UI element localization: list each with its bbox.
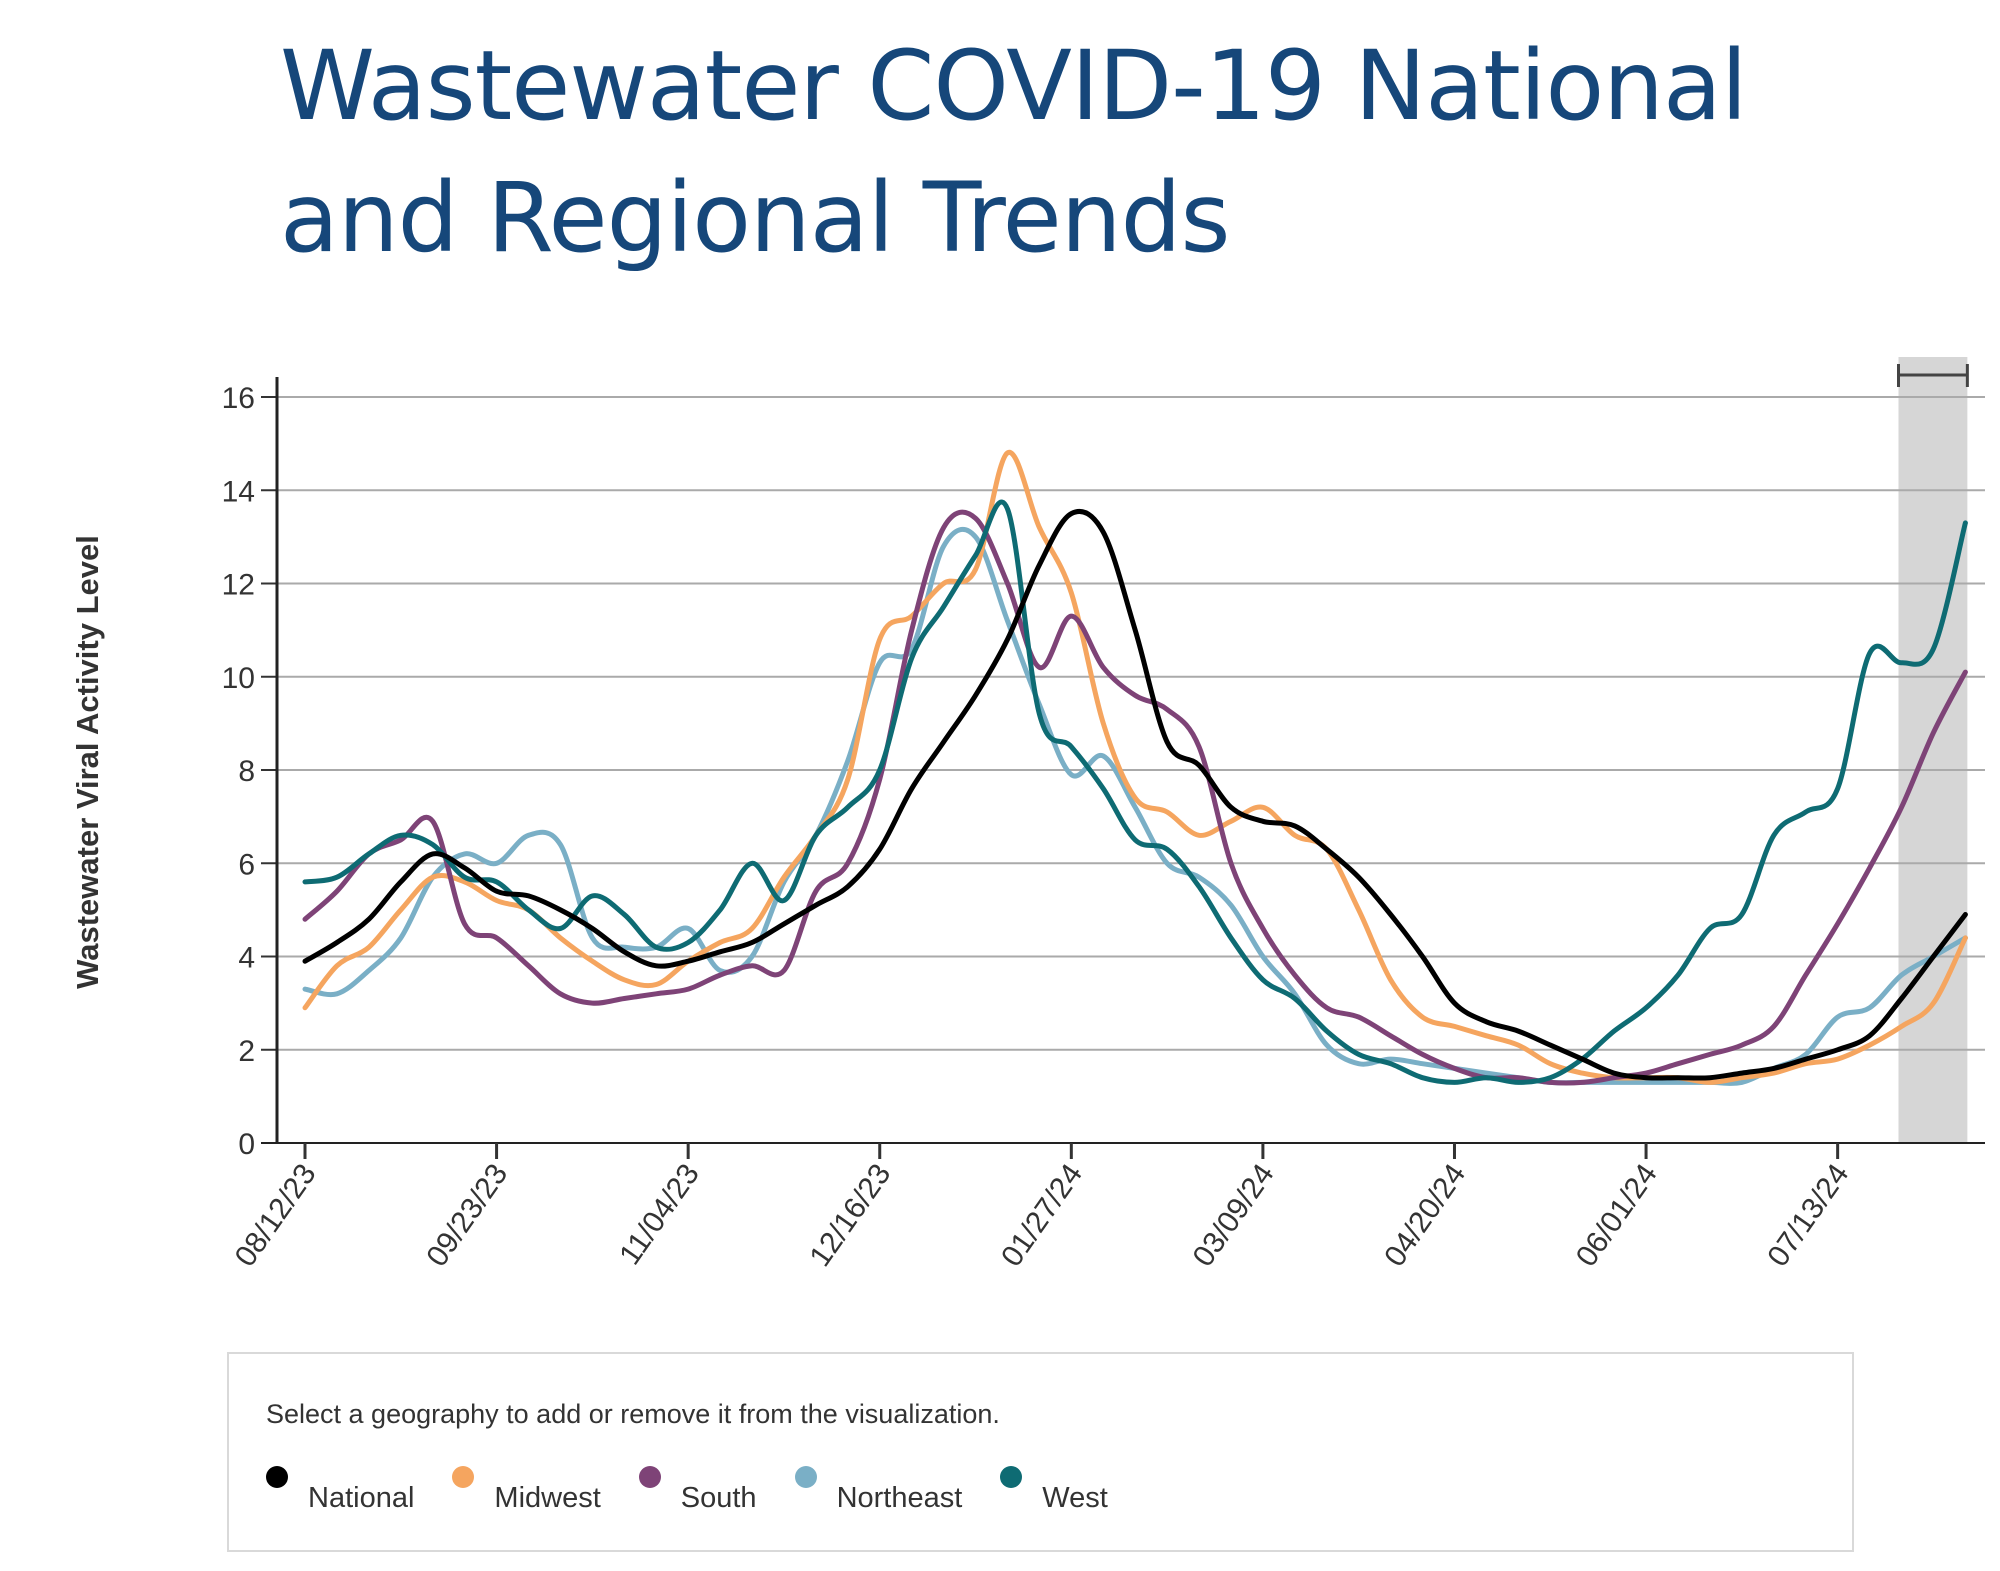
gridlines [277,396,1985,1051]
legend-item-midwest[interactable]: Midwest [452,1464,601,1515]
x-tick-label: 09/23/23 [420,1158,514,1273]
y-tick-label: 8 [238,755,255,788]
y-tick-label: 2 [238,1035,255,1068]
legend-dot-icon [452,1466,475,1488]
y-tick-label: 16 [222,382,255,415]
y-tick-label: 14 [222,475,255,508]
provisional-bracket-icon [1897,364,1969,387]
series-line-northeast [302,526,1968,1086]
legend-label: National [308,1482,415,1514]
series-line-national [302,508,1968,1081]
legend-panel: Select a geography to add or remove it f… [227,1352,1854,1552]
line-chart: 0 2 4 6 8 10 12 14 16 08/12/23 09/23/23 11/04/23 12/… [70,357,1985,1273]
y-tick-label: 6 [238,848,255,881]
legend-hint: Select a geography to add or remove it f… [266,1399,1000,1429]
legend-label: Midwest [494,1482,601,1514]
x-tick-label: 04/20/24 [1378,1158,1472,1273]
series-line-south [302,509,1968,1086]
y-tick-label: 4 [238,942,255,975]
legend-dot-icon [638,1466,661,1488]
series-lines [302,450,1968,1086]
x-tick-label: 12/16/23 [803,1158,897,1273]
legend-items: National Midwest South Northeast West [266,1464,1146,1515]
y-tick-label: 0 [238,1128,255,1161]
x-tick-label: 06/01/24 [1570,1158,1664,1273]
provisional-band-layer [1897,357,1969,1143]
legend-dot-icon [266,1466,288,1488]
legend-item-northeast[interactable]: Northeast [794,1464,963,1515]
legend-label: Northeast [836,1482,963,1514]
x-tick-label: 08/12/23 [229,1158,323,1273]
page-title: Wastewater COVID-19 National and Regiona… [280,30,1748,274]
legend-item-national[interactable]: National [266,1464,414,1515]
y-tick-label: 10 [222,662,255,695]
y-axis-title: Wastewater Viral Activity Level [70,535,105,989]
y-tick-label: 12 [222,569,255,602]
x-tick-label: 01/27/24 [995,1158,1089,1273]
legend-dot-icon [794,1466,817,1488]
legend-item-south[interactable]: South [638,1464,757,1515]
x-tick-label: 03/09/24 [1187,1158,1281,1273]
x-tick-label: 11/04/23 [613,1158,706,1271]
legend-label: West [1042,1482,1108,1514]
legend-item-west[interactable]: West [1000,1464,1108,1515]
provisional-band [1898,357,1968,1143]
legend-dot-icon [1000,1466,1023,1488]
series-line-west [302,499,1968,1085]
axes: 0 2 4 6 8 10 12 14 16 08/12/23 09/23/23 11/04/23 12/… [222,377,1985,1273]
legend-label: South [680,1482,757,1514]
x-tick-label: 07/13/24 [1761,1158,1855,1273]
